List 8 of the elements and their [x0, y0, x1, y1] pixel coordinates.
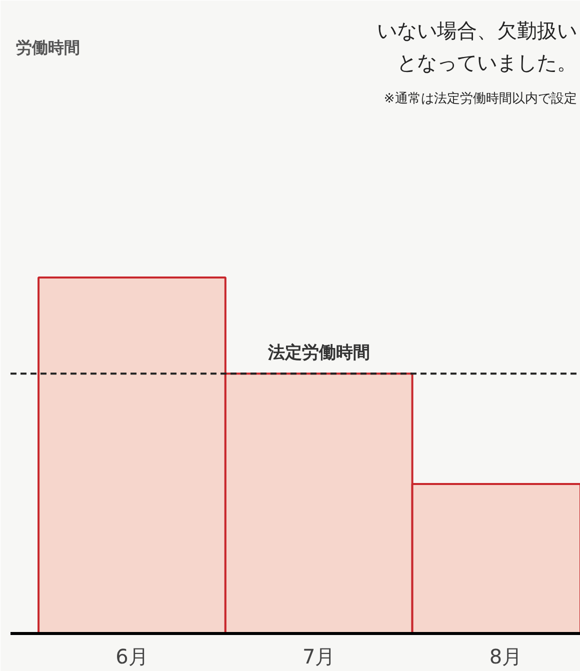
x-tick-label: 6月 — [116, 644, 148, 668]
text: 労働時間 — [16, 38, 80, 57]
text: ※通常は法定労働時間以内で設定 — [384, 92, 577, 107]
x-tick-label: 8月 — [489, 644, 522, 668]
x-tick-label: 7月 — [302, 644, 336, 668]
ref-line-label: 法定労働時間 — [266, 342, 370, 363]
text: となっていました。 — [396, 50, 577, 75]
text: いない場合、欠勤扱い — [376, 18, 577, 43]
